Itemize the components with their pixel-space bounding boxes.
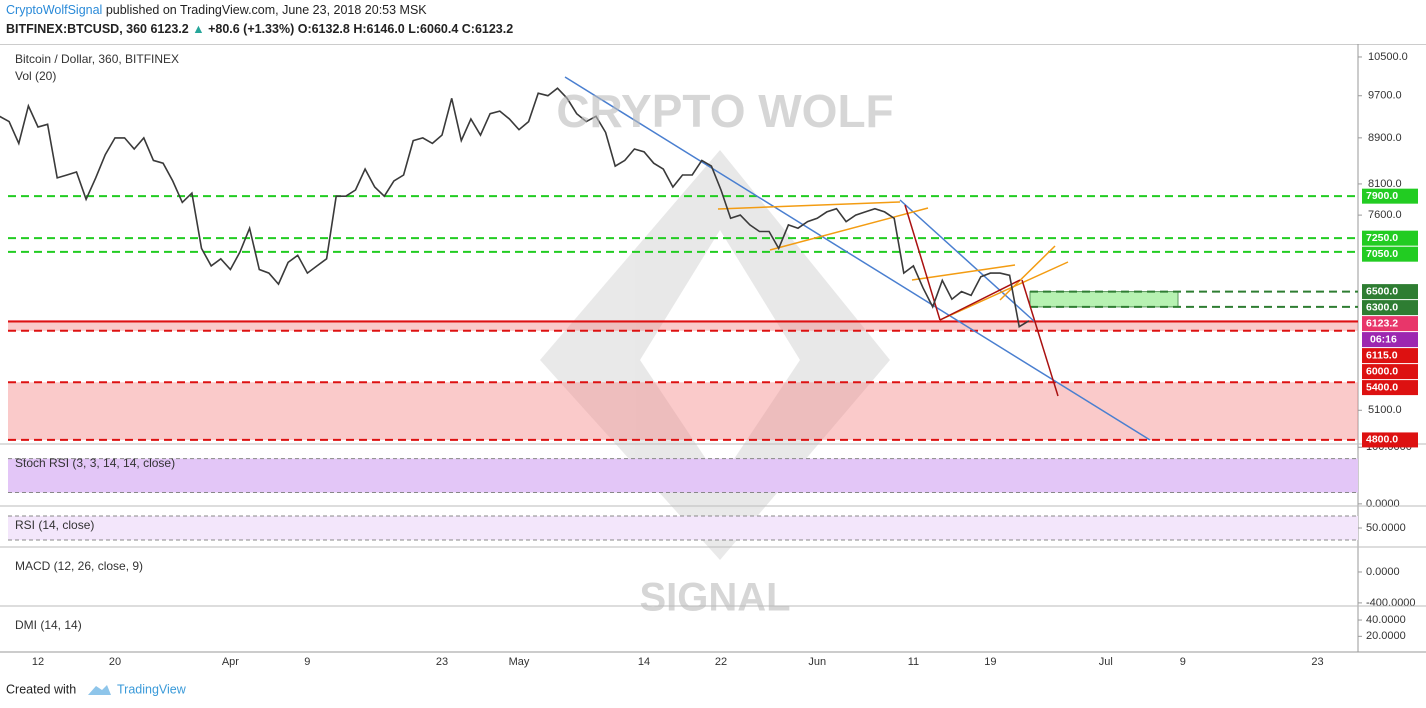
header-line: CryptoWolfSignal published on TradingVie… [6,3,427,17]
y-tick-label: 40.0000 [1366,614,1406,626]
open: O:6132.8 [297,22,350,36]
zone [8,321,1358,331]
x-tick-label: Jul [1099,656,1113,668]
price-badge-label: 7050.0 [1366,248,1398,260]
price-badge [1362,230,1418,246]
watermark-text: SIGNAL [639,576,790,620]
countdown: 06:16 [1370,333,1397,345]
footer-created: Created with [6,682,76,696]
price-badge-label: 7250.0 [1366,232,1398,244]
price-badge-label: 6123.2 [1366,317,1398,329]
change-arrow: ▲ [192,22,205,36]
price-badge [1362,284,1418,300]
y-tick-label: 8100.0 [1368,178,1402,190]
x-tick-label: 9 [1180,656,1186,668]
author-link[interactable]: CryptoWolfSignal [6,3,103,17]
pane-title: Bitcoin / Dollar, 360, BITFINEX [15,52,179,66]
x-tick-label: 20 [109,656,121,668]
price-badge-label: 7900.0 [1366,190,1398,202]
x-tick-label: 14 [638,656,650,668]
price-badge [1362,432,1418,448]
x-tick-label: Apr [222,656,239,668]
price-badge-label: 6115.0 [1366,349,1398,361]
price-badge [1362,348,1418,364]
footer-brand[interactable]: TradingView [117,682,187,696]
price-badge-label: 6300.0 [1366,301,1398,313]
y-tick-label: 20.0000 [1366,630,1406,642]
y-tick-label: 10500.0 [1368,51,1408,63]
low: L:6060.4 [408,22,459,36]
countdown-badge [1362,332,1418,348]
price-badge-label: 6000.0 [1366,365,1398,377]
last: 6123.2 [150,22,189,36]
symbol: BITFINEX:BTCUSD, 360 [6,22,147,36]
price-badge [1362,364,1418,380]
price-badge [1362,188,1418,204]
price-badge [1362,246,1418,262]
zone [1029,291,1179,308]
indicator-title: MACD (12, 26, close, 9) [15,559,143,573]
band-fill [8,458,1358,493]
indicator-title: RSI (14, close) [15,518,94,532]
price-badge [1362,380,1418,396]
x-tick-label: 12 [32,656,44,668]
x-tick-label: 19 [984,656,996,668]
price-badge-label: 4800.0 [1366,434,1398,446]
y-tick-label: 50.0000 [1366,522,1406,534]
price-line [0,87,1030,328]
price-badge-label: 6500.0 [1366,285,1398,297]
x-tick-label: Jun [808,656,826,668]
high: H:6146.0 [353,22,405,36]
x-tick-label: May [509,656,530,668]
x-tick-label: 23 [436,656,448,668]
brand-logo [88,685,111,695]
frame [0,44,1426,45]
watermark-shape [540,150,890,560]
price-badge [1362,300,1418,316]
price-badge-label: 5400.0 [1366,381,1398,393]
y-tick-label: 0.0000 [1366,566,1400,578]
x-tick-label: 23 [1311,656,1323,668]
quote-line: BITFINEX:BTCUSD, 360 6123.2 ▲ +80.6 (+1.… [6,22,513,36]
x-tick-label: 9 [304,656,310,668]
y-tick-label: 5100.0 [1368,404,1402,416]
indicator-title: Stoch RSI (3, 3, 14, 14, close) [15,456,175,470]
x-tick-label: 11 [908,656,919,668]
price-badge [1362,316,1418,332]
published: published on TradingView.com, June 23, 2… [105,3,427,17]
y-tick-label: 0.0000 [1366,498,1400,510]
y-tick-label: 7600.0 [1368,209,1402,221]
y-tick-label: -400.0000 [1366,597,1416,609]
y-tick-label: 9700.0 [1368,90,1402,102]
zone [8,382,1358,440]
change: +80.6 (+1.33%) [208,22,295,36]
y-tick-label: 8900.0 [1368,132,1402,144]
volume-title: Vol (20) [15,69,56,83]
watermark-text: CRYPTO WOLF [556,85,893,137]
close: C:6123.2 [461,22,514,36]
band-fill [8,516,1358,540]
indicator-title: DMI (14, 14) [15,618,82,632]
x-tick-label: 22 [715,656,727,668]
